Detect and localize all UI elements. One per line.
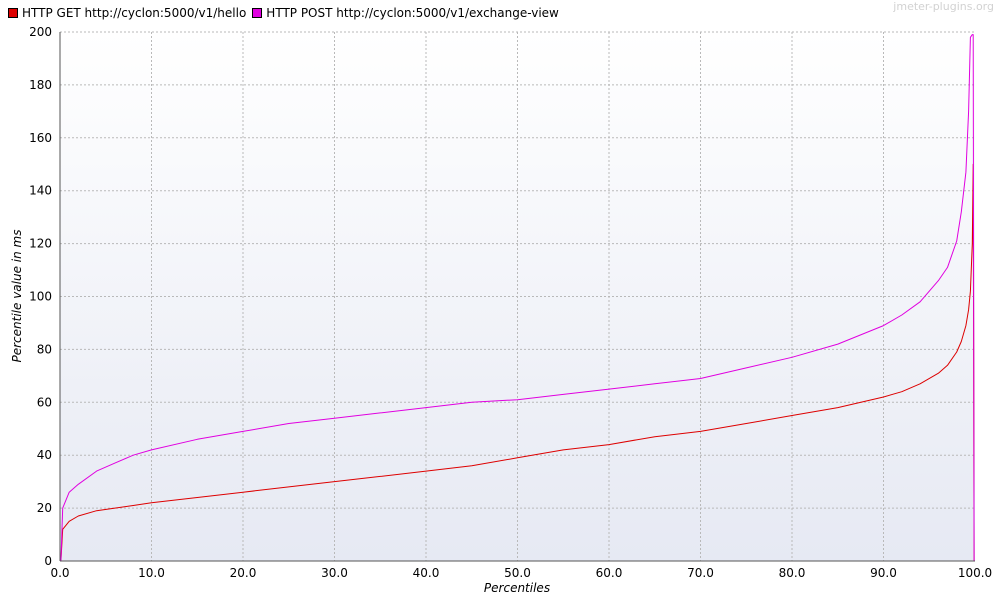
x-tick-label: 20.0: [230, 566, 257, 580]
x-axis-title: Percentiles: [484, 581, 550, 595]
x-tick-label: 60.0: [596, 566, 623, 580]
tick-labels: 0.0 10.0 20.0 30.0 40.0 50.0 60.0 70.0 80.0 90.0 1…: [29, 25, 992, 580]
legend-swatch-get: [8, 8, 18, 18]
x-tick-label: 80.0: [779, 566, 806, 580]
y-tick-label: 100: [29, 290, 52, 304]
legend-label-get: HTTP GET http://cyclon:5000/v1/hello: [22, 6, 247, 20]
x-tick-label: 70.0: [687, 566, 714, 580]
x-tick-label: 10.0: [138, 566, 165, 580]
watermark: jmeter-plugins.org: [893, 0, 994, 13]
x-tick-label: 90.0: [870, 566, 897, 580]
series-line-get: [60, 163, 975, 562]
y-tick-label: 140: [29, 184, 52, 198]
legend-label-post: HTTP POST http://cyclon:5000/v1/exchange…: [266, 6, 559, 20]
y-tick-label: 80: [37, 342, 52, 356]
y-tick-label: 200: [29, 25, 52, 39]
legend: HTTP GET http://cyclon:5000/v1/hello HTT…: [8, 5, 565, 21]
y-tick-label: 120: [29, 237, 52, 251]
y-tick-label: 180: [29, 78, 52, 92]
x-tick-label: 100.0: [958, 566, 992, 580]
y-axis-title: Percentile value in ms: [10, 230, 24, 363]
grid-lines: [60, 31, 975, 561]
y-tick-label: 0: [44, 554, 52, 568]
axes: [59, 32, 975, 562]
y-tick-label: 20: [37, 501, 52, 515]
series-line-post: [60, 34, 975, 562]
y-tick-label: 40: [37, 448, 52, 462]
x-tick-label: 40.0: [413, 566, 440, 580]
legend-item-post[interactable]: HTTP POST http://cyclon:5000/v1/exchange…: [252, 6, 559, 20]
x-tick-label: 30.0: [321, 566, 348, 580]
x-tick-label: 50.0: [504, 566, 531, 580]
legend-swatch-post: [252, 8, 263, 18]
x-tick-label: 0.0: [50, 566, 69, 580]
legend-item-get[interactable]: HTTP GET http://cyclon:5000/v1/hello: [8, 6, 246, 20]
series-layer: [60, 34, 975, 562]
y-tick-label: 60: [37, 395, 52, 409]
y-tick-label: 160: [29, 131, 52, 145]
